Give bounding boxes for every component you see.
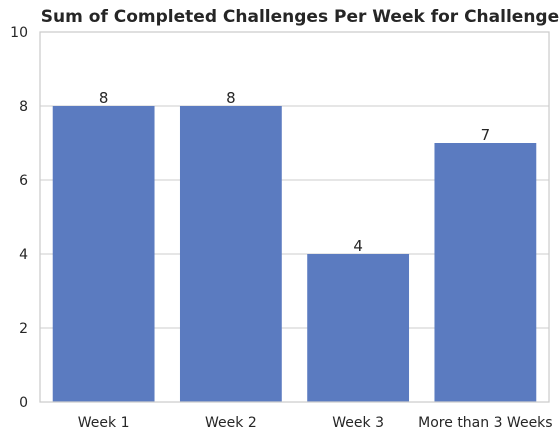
bar — [179, 106, 282, 402]
x-tick-label: More than 3 Weeks — [418, 415, 552, 431]
bar — [434, 143, 537, 402]
y-tick-label: 0 — [19, 395, 28, 411]
x-tick-label: Week 3 — [332, 415, 384, 431]
y-tick-label: 10 — [10, 25, 28, 41]
x-tick-label: Week 1 — [78, 415, 130, 431]
data-labels: 8 8 4 7 — [99, 89, 490, 255]
y-tick-label: 2 — [19, 321, 28, 337]
bar-value-label: 7 — [481, 126, 491, 144]
bar-value-label: 4 — [353, 237, 363, 255]
bars — [52, 106, 537, 402]
y-tick-label: 8 — [19, 99, 28, 115]
bar — [307, 254, 410, 402]
bar — [52, 106, 155, 402]
bar-value-label: 8 — [226, 89, 236, 107]
y-tick-label: 6 — [19, 173, 28, 189]
y-tick-label: 4 — [19, 247, 28, 263]
x-axis-ticks: Week 1 Week 2 Week 3 More than 3 Weeks — [78, 415, 553, 431]
y-axis-ticks: 0 2 4 6 8 10 — [10, 25, 28, 411]
plot-frame — [39, 31, 550, 403]
chart-title: Sum of Completed Challenges Per Week for… — [41, 7, 559, 27]
x-tick-label: Week 2 — [205, 415, 257, 431]
bar-value-label: 8 — [99, 89, 109, 107]
